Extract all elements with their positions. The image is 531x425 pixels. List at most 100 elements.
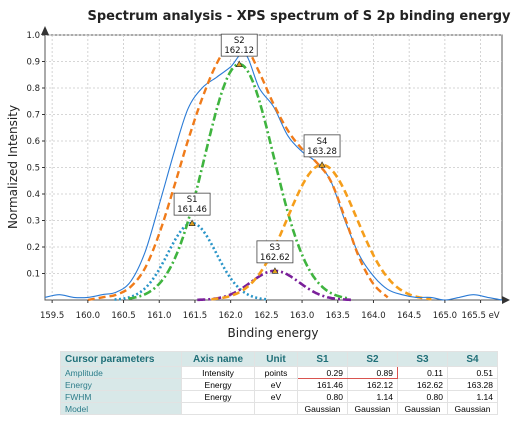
measured-spectrum-line xyxy=(44,52,503,301)
y-tick-label: 0.9 xyxy=(26,58,40,68)
row-name-model: Model xyxy=(60,402,182,415)
chart-title: Spectrum analysis - XPS spectrum of S 2p… xyxy=(87,9,511,24)
cell-s2: Gaussian xyxy=(347,402,398,415)
cell-s3: 162.62 xyxy=(397,378,448,391)
x-axis-ticks: 159.5 160.0 160.5 161.0 161.5 162.0 162.5 163.0… xyxy=(40,300,500,321)
cell-s1: 0.80 xyxy=(297,390,348,403)
annotation-value: 161.46 xyxy=(177,205,207,215)
y-tick-label: 0.3 xyxy=(26,217,40,227)
peak-curve-s1 xyxy=(114,221,269,301)
peak-curve-s2 xyxy=(128,62,349,300)
row-name-fwhm: FWHM xyxy=(60,390,182,403)
cell-s4: 0.51 xyxy=(447,366,498,379)
table-header-row: Cursor parameters Axis name Unit S1 S2 S… xyxy=(60,351,498,367)
y-tick-label: 1.0 xyxy=(26,31,40,41)
annotation-label: S4 xyxy=(317,137,328,147)
cell-unit: points xyxy=(254,366,298,379)
x-axis-arrow-icon xyxy=(502,296,510,304)
header-s4: S4 xyxy=(447,351,498,367)
x-tick-label: 163.5 xyxy=(326,311,350,321)
fit-envelope-line xyxy=(87,39,389,302)
cell-unit xyxy=(254,402,298,415)
y-tick-label: 0.2 xyxy=(26,243,40,253)
row-name-energy: Energy xyxy=(60,378,182,391)
x-tick-label: 164.0 xyxy=(361,311,385,321)
x-tick-label: 162.5 xyxy=(254,311,278,321)
x-tick-label: 162.0 xyxy=(218,311,242,321)
header-cursor-parameters: Cursor parameters xyxy=(60,351,182,367)
annotation-box xyxy=(173,192,211,216)
x-tick-label: 161.0 xyxy=(147,311,171,321)
header-s1: S1 xyxy=(297,351,348,367)
annotation-box xyxy=(220,33,258,57)
cell-axis: Energy xyxy=(181,378,255,391)
header-axis-name: Axis name xyxy=(181,351,255,367)
table-row: FWHM Energy eV 0.80 1.14 0.80 1.14 xyxy=(60,390,498,403)
spectrum-chart: Spectrum analysis - XPS spectrum of S 2p… xyxy=(6,9,511,340)
cell-s1: 161.46 xyxy=(297,378,348,391)
table-row: Amplitude Intensity points 0.29 0.89 0.1… xyxy=(60,366,498,379)
cell-axis: Intensity xyxy=(181,366,255,379)
table-row: Energy Energy eV 161.46 162.12 162.62 16… xyxy=(60,378,498,391)
peak-marker-icon xyxy=(271,267,279,274)
annotation-label: S1 xyxy=(187,195,198,205)
y-axis-label: Normalized Intensity xyxy=(6,105,20,229)
x-axis-label: Binding energy xyxy=(228,326,319,340)
header-unit: Unit xyxy=(254,351,298,367)
header-s2: S2 xyxy=(347,351,398,367)
annotation-box xyxy=(303,134,341,158)
cell-s2: 0.89 xyxy=(347,366,398,379)
peak-marker-icon xyxy=(235,60,243,67)
y-tick-label: 0.7 xyxy=(26,111,40,121)
y-tick-label: 0.6 xyxy=(26,137,40,147)
cell-s3: Gaussian xyxy=(397,402,448,415)
cell-s4: Gaussian xyxy=(447,402,498,415)
x-tick-label: 165.5 eV xyxy=(462,311,500,321)
y-tick-label: 0.5 xyxy=(26,164,40,174)
y-tick-label: 0.4 xyxy=(26,190,40,200)
annotation-value: 162.12 xyxy=(224,46,254,56)
x-tick-label: 163.0 xyxy=(290,311,314,321)
peak-marker-icon xyxy=(318,161,326,168)
cell-axis xyxy=(181,402,255,415)
annotation-box xyxy=(256,240,294,264)
annotation-value: 163.28 xyxy=(307,147,337,157)
cell-unit: eV xyxy=(254,390,298,403)
cell-s1: 0.29 xyxy=(297,366,348,379)
y-tick-label: 0.8 xyxy=(26,84,40,94)
cell-s2: 162.12 xyxy=(347,378,398,391)
cell-s2: 1.14 xyxy=(347,390,398,403)
peak-markers xyxy=(188,60,326,274)
cell-s4: 163.28 xyxy=(447,378,498,391)
x-tick-label: 159.5 xyxy=(40,311,64,321)
row-name-amplitude: Amplitude xyxy=(60,366,182,379)
cell-s3: 0.80 xyxy=(397,390,448,403)
y-axis-ticks: 0.1 0.2 0.3 0.4 0.5 0.6 0.7 0.8 0.9 1.0 xyxy=(26,31,45,280)
cell-s1: Gaussian xyxy=(297,402,348,415)
table-row: Model Gaussian Gaussian Gaussian Gaussia… xyxy=(60,402,498,415)
cell-axis: Energy xyxy=(181,390,255,403)
header-s3: S3 xyxy=(397,351,448,367)
cursor-parameters-table: Cursor parameters Axis name Unit S1 S2 S… xyxy=(60,351,498,415)
y-tick-label: 0.1 xyxy=(26,270,40,280)
annotation-value: 162.62 xyxy=(260,253,290,263)
x-tick-label: 165.0 xyxy=(433,311,457,321)
x-tick-label: 164.5 xyxy=(397,311,421,321)
cell-s3: 0.11 xyxy=(397,366,448,379)
x-tick-label: 161.5 xyxy=(183,311,207,321)
x-tick-label: 160.0 xyxy=(76,311,100,321)
y-axis-arrow-icon xyxy=(41,26,49,35)
peak-marker-icon xyxy=(188,219,196,226)
annotation-label: S3 xyxy=(270,243,281,253)
cell-s4: 1.14 xyxy=(447,390,498,403)
peak-curve-s4 xyxy=(211,163,432,301)
x-tick-label: 160.5 xyxy=(111,311,135,321)
cell-unit: eV xyxy=(254,378,298,391)
annotation-label: S2 xyxy=(234,36,245,46)
